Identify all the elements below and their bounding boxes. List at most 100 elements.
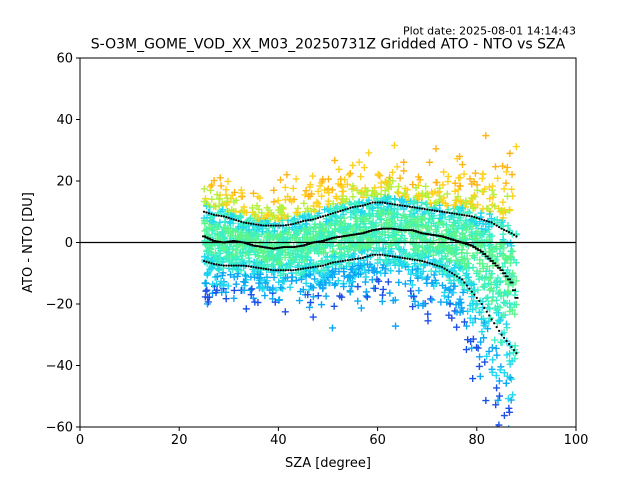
scatter-point	[276, 176, 284, 184]
bound-marker	[287, 223, 290, 226]
scatter-point	[378, 264, 386, 272]
scatter-point	[400, 158, 408, 166]
scatter-point	[450, 201, 458, 209]
scatter-point	[380, 194, 388, 202]
bound-marker	[423, 207, 426, 211]
bound-marker	[287, 269, 290, 272]
scatter-point	[463, 322, 471, 330]
bound-marker	[230, 264, 233, 267]
scatter-point	[506, 149, 514, 157]
scatter-point	[496, 249, 504, 257]
bound-marker	[235, 264, 238, 267]
scatter-point	[498, 339, 506, 347]
scatter-point	[267, 262, 275, 270]
scatter-point	[204, 254, 212, 262]
bound-marker	[426, 261, 429, 264]
bound-marker	[202, 210, 206, 213]
scatter-point	[454, 193, 462, 201]
scatter-point	[501, 311, 509, 319]
scatter-point	[418, 235, 426, 243]
scatter-point	[348, 282, 356, 290]
scatter-point	[449, 222, 457, 230]
bound-marker	[349, 258, 352, 261]
bound-marker	[498, 226, 501, 229]
scatter-point	[385, 208, 393, 216]
scatter-point	[428, 188, 436, 196]
scatter-point	[466, 301, 474, 309]
scatter-point	[213, 286, 221, 294]
bound-marker	[369, 202, 372, 205]
scatter-point	[500, 244, 508, 252]
bound-marker	[252, 266, 255, 269]
scatter-point	[372, 244, 380, 252]
scatter-point	[367, 220, 375, 228]
bound-marker	[254, 223, 258, 226]
bound-marker	[376, 253, 379, 256]
y-tick-label: −20	[46, 298, 73, 313]
scatter-point	[395, 244, 403, 252]
scatter-point	[488, 368, 496, 376]
scatter-point	[493, 283, 501, 291]
bound-marker	[351, 258, 354, 261]
scatter-point	[298, 247, 306, 255]
scatter-point	[435, 188, 443, 196]
scatter-point	[467, 194, 475, 202]
scatter-point	[468, 230, 476, 238]
bound-marker	[207, 212, 211, 215]
scatter-point	[305, 286, 313, 294]
bound-marker	[465, 284, 468, 287]
scatter-point	[401, 280, 409, 288]
scatter-point	[367, 212, 375, 220]
bound-marker	[376, 201, 379, 204]
scatter-point	[413, 265, 421, 273]
bound-marker	[366, 255, 369, 258]
bound-marker	[366, 202, 369, 206]
scatter-point	[495, 263, 503, 271]
scatter-point	[423, 200, 431, 208]
scatter-point	[382, 265, 390, 273]
scatter-point	[482, 294, 490, 302]
scatter-point	[223, 255, 231, 263]
scatter-point	[504, 266, 512, 274]
bound-marker	[401, 256, 404, 259]
scatter-point	[458, 161, 466, 169]
bound-marker	[329, 262, 332, 265]
scatter-point	[488, 297, 496, 305]
scatter-point	[302, 272, 310, 280]
scatter-point	[340, 283, 348, 291]
scatter-point	[478, 315, 486, 323]
bound-marker	[312, 218, 315, 221]
bound-marker	[282, 224, 285, 227]
scatter-point	[352, 206, 360, 214]
scatter-point	[246, 286, 254, 294]
scatter-point	[456, 152, 464, 160]
bound-marker	[398, 256, 402, 259]
bound-marker	[406, 205, 409, 208]
scatter-point	[357, 208, 365, 216]
bound-marker	[225, 264, 228, 267]
scatter-point	[346, 199, 354, 207]
scatter-point	[420, 261, 428, 269]
scatter-point	[271, 268, 279, 276]
scatter-point	[488, 215, 496, 223]
scatter-point	[395, 278, 403, 286]
bound-marker	[450, 272, 454, 275]
scatter-point	[411, 260, 419, 268]
scatter-point	[259, 228, 267, 236]
bound-marker	[438, 210, 441, 213]
scatter-point	[218, 288, 226, 296]
bound-marker	[326, 213, 330, 216]
scatter-point	[370, 264, 378, 272]
bound-marker	[351, 206, 354, 209]
scatter-point	[208, 181, 216, 189]
scatter-point	[275, 206, 283, 214]
bound-marker	[475, 296, 478, 299]
scatter-point	[207, 245, 215, 253]
bound-marker	[225, 216, 228, 219]
scatter-point	[341, 253, 349, 261]
scatter-point	[491, 202, 499, 210]
scatter-point	[453, 257, 461, 265]
scatter-point	[509, 269, 517, 277]
scatter-point	[347, 213, 355, 221]
bound-marker	[227, 264, 230, 267]
